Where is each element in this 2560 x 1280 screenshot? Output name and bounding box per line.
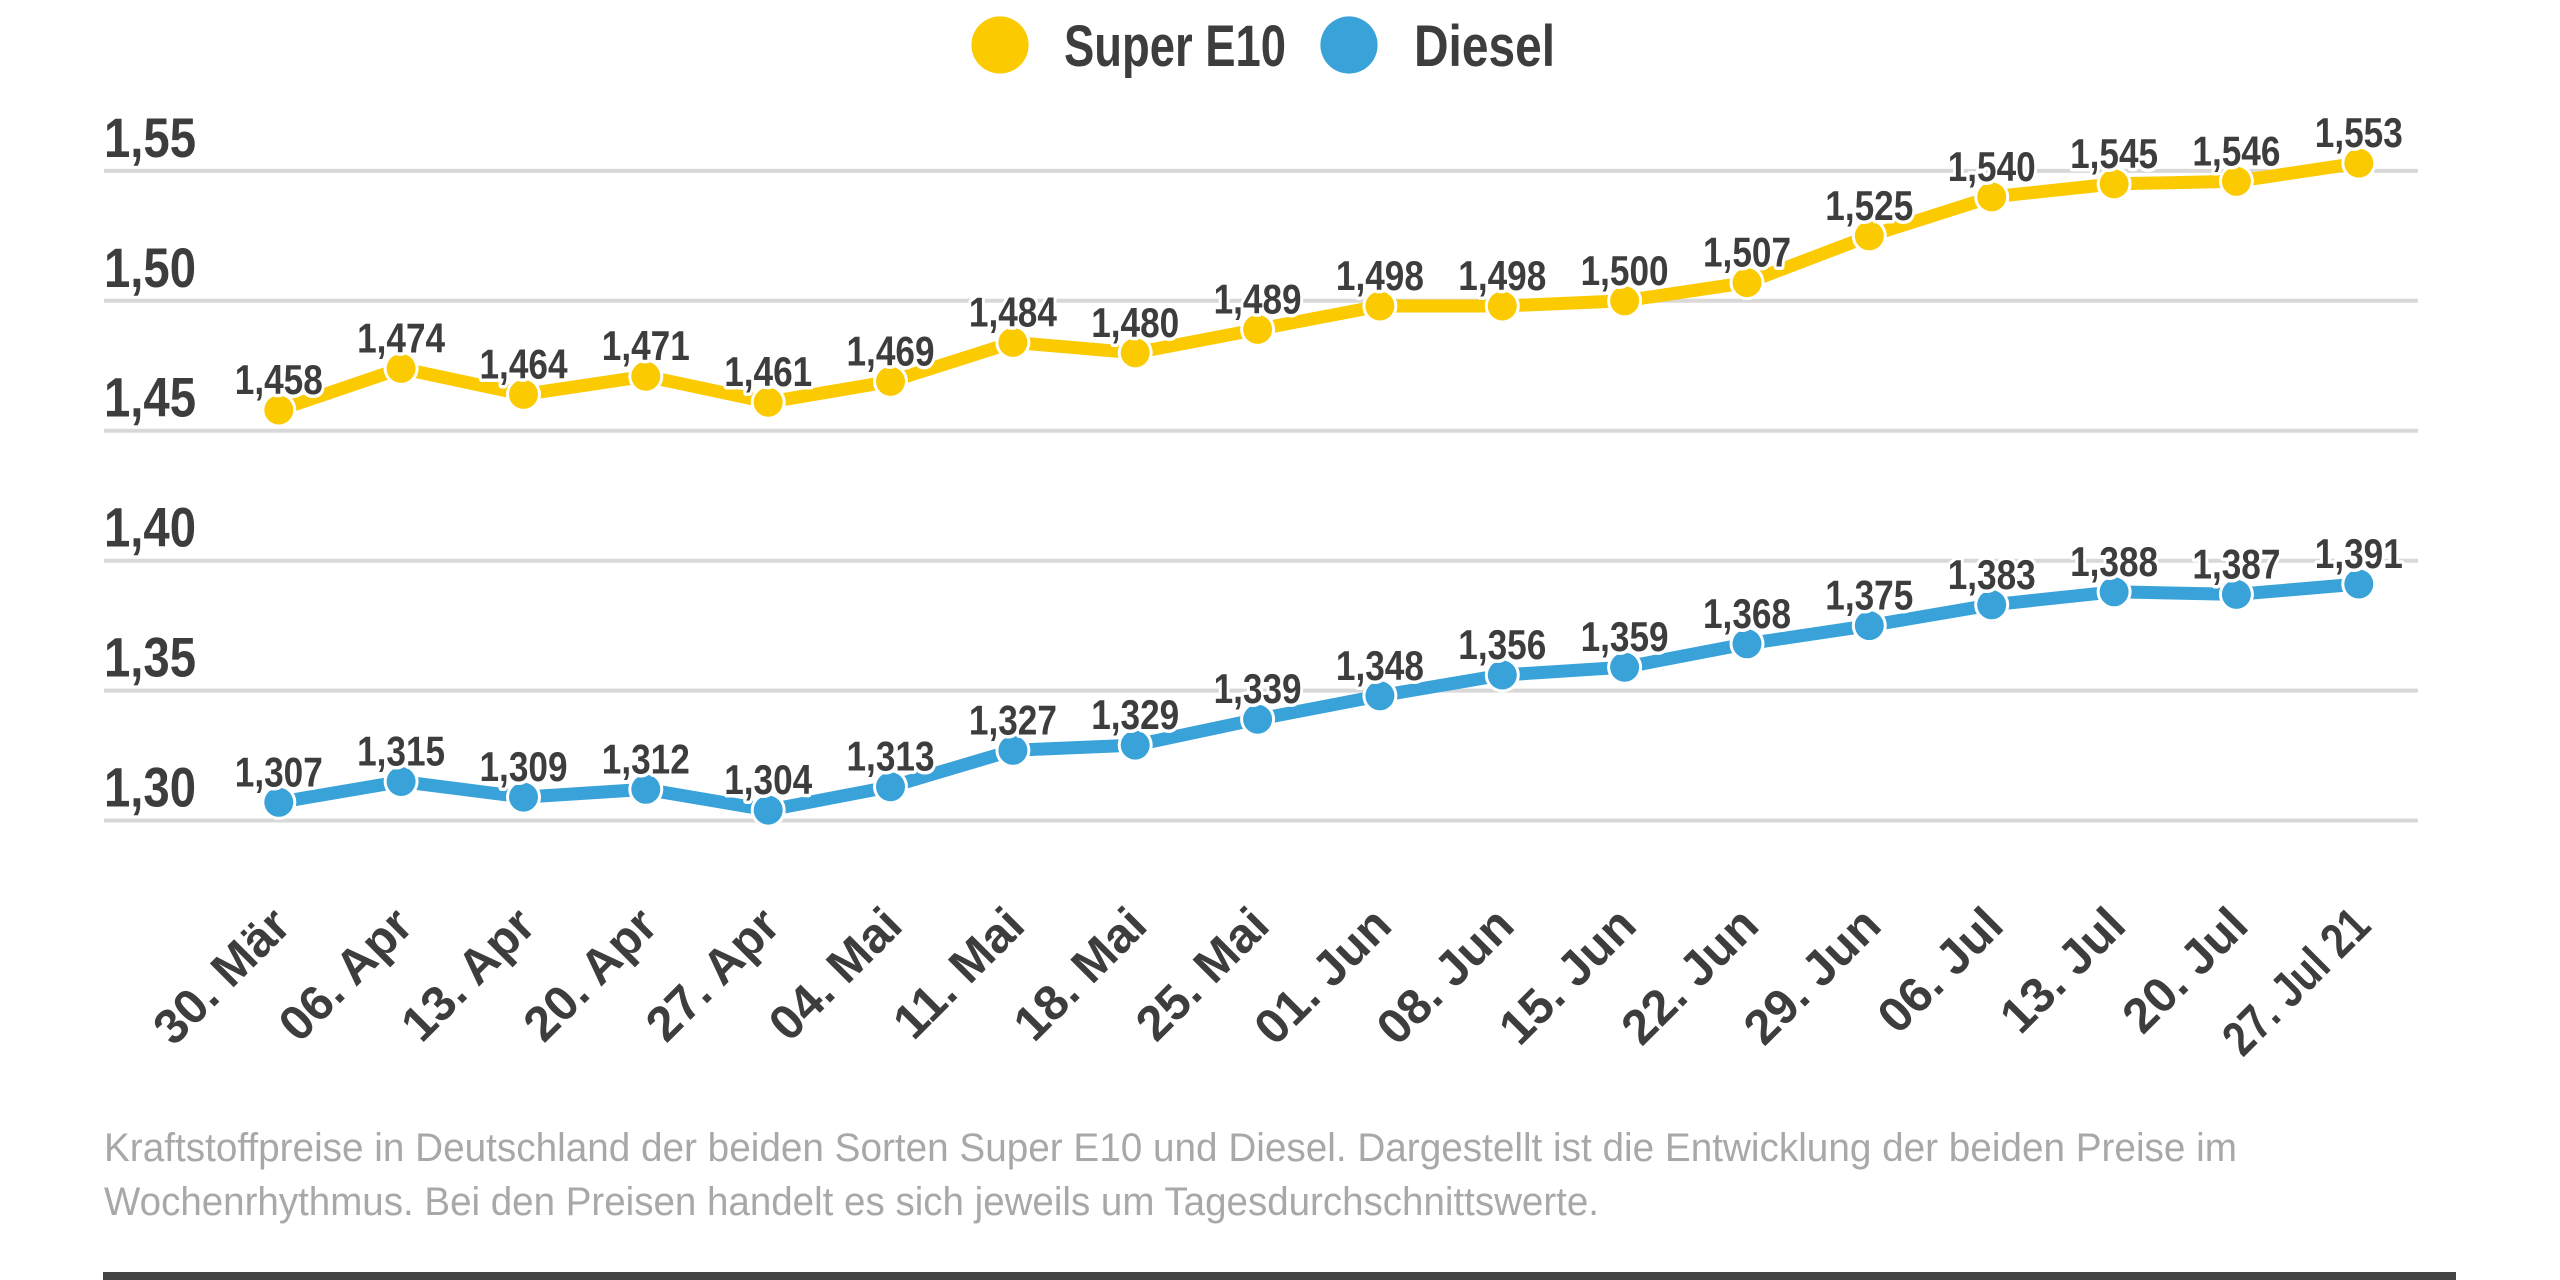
svg-text:1,489: 1,489 [1214,275,1302,322]
svg-text:1,375: 1,375 [1825,572,1913,619]
svg-text:1,356: 1,356 [1458,621,1546,668]
svg-text:1,498: 1,498 [1458,252,1546,299]
svg-text:1,55: 1,55 [104,106,196,169]
svg-text:1,540: 1,540 [1948,143,2036,190]
svg-text:1,387: 1,387 [2192,540,2280,587]
svg-text:Wochenrhythmus. Bei den Preise: Wochenrhythmus. Bei den Preisen handelt … [104,1180,1599,1224]
svg-text:1,545: 1,545 [2070,130,2158,177]
svg-text:1,383: 1,383 [1948,551,2036,598]
svg-text:1,507: 1,507 [1703,229,1791,276]
svg-text:1,469: 1,469 [847,327,935,374]
svg-text:1,304: 1,304 [724,756,813,803]
svg-text:1,391: 1,391 [2315,530,2403,577]
svg-text:1,480: 1,480 [1091,299,1179,346]
svg-text:1,498: 1,498 [1336,252,1424,299]
svg-text:1,348: 1,348 [1336,642,1424,689]
svg-text:1,458: 1,458 [235,356,323,403]
svg-text:1,312: 1,312 [602,735,690,782]
svg-text:1,484: 1,484 [969,288,1058,335]
svg-text:1,35: 1,35 [104,626,196,689]
svg-text:1,307: 1,307 [235,748,323,795]
svg-text:1,329: 1,329 [1091,691,1179,738]
svg-text:Kraftstoffpreise in Deutschlan: Kraftstoffpreise in Deutschland der beid… [104,1126,2237,1170]
svg-text:1,327: 1,327 [969,696,1057,743]
svg-text:1,500: 1,500 [1581,247,1669,294]
svg-text:1,461: 1,461 [724,348,812,395]
svg-text:1,474: 1,474 [357,314,446,361]
svg-text:1,30: 1,30 [104,756,196,819]
svg-text:1,546: 1,546 [2192,127,2280,174]
svg-text:1,388: 1,388 [2070,538,2158,585]
svg-text:1,50: 1,50 [104,236,196,299]
svg-text:1,313: 1,313 [847,733,935,780]
svg-text:1,309: 1,309 [480,743,568,790]
svg-text:1,553: 1,553 [2315,109,2403,156]
svg-text:1,464: 1,464 [480,340,569,387]
svg-text:1,359: 1,359 [1581,613,1669,660]
svg-text:1,339: 1,339 [1214,665,1302,712]
svg-text:1,45: 1,45 [104,366,196,429]
svg-text:1,368: 1,368 [1703,590,1791,637]
svg-text:Diesel: Diesel [1414,14,1555,79]
svg-text:1,40: 1,40 [104,496,196,559]
svg-text:1,315: 1,315 [357,728,445,775]
svg-text:1,525: 1,525 [1825,182,1913,229]
svg-text:1,471: 1,471 [602,322,690,369]
svg-text:Super E10: Super E10 [1064,14,1286,79]
